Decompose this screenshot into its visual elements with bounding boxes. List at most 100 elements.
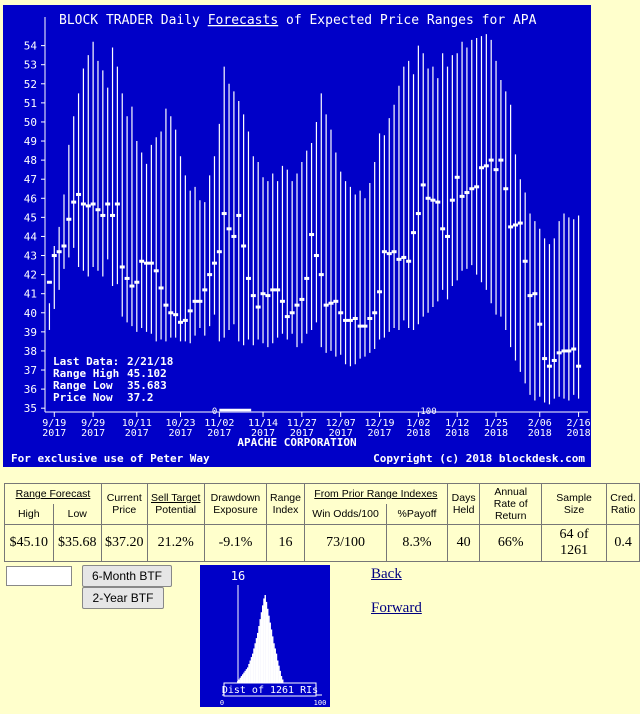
y-tick-label: 35: [24, 402, 37, 415]
x-tick-year: 2017: [168, 428, 192, 439]
annual-rate-value: 66%: [479, 524, 542, 562]
two-year-btf-button[interactable]: 2-Year BTF: [82, 587, 164, 609]
price-marker: [95, 208, 101, 212]
histogram-bar: [265, 601, 268, 695]
back-link[interactable]: Back: [371, 566, 402, 582]
price-marker: [294, 303, 300, 307]
price-marker: [178, 320, 183, 324]
price-marker: [503, 187, 509, 191]
days-held-value: 40: [446, 524, 481, 562]
price-marker: [110, 213, 116, 217]
price-marker: [202, 288, 208, 292]
price-marker: [430, 198, 436, 202]
histogram-tick-100: 100: [314, 699, 327, 707]
price-marker: [187, 309, 193, 313]
x-tick-date: 12/07: [326, 418, 356, 429]
price-marker: [381, 250, 387, 254]
price-marker: [459, 194, 465, 198]
histogram-bar: [250, 657, 253, 695]
current-price-header: Current Price: [101, 483, 148, 525]
x-tick-year: 2017: [125, 428, 149, 439]
price-marker: [226, 227, 232, 231]
x-tick-year: 2018: [567, 428, 591, 439]
forecast-stats-table: Range Forecast Current Price Sell Target…: [4, 483, 640, 562]
y-tick-label: 43: [24, 250, 37, 263]
price-marker: [449, 198, 455, 202]
price-marker: [134, 280, 140, 284]
histogram-bar: [248, 663, 250, 695]
price-marker: [347, 318, 353, 322]
win-odds-value: 73/100: [303, 524, 388, 562]
histogram-bar: [247, 667, 249, 695]
y-tick-label: 42: [24, 269, 37, 282]
x-tick-date: 11/14: [248, 418, 278, 429]
price-marker: [56, 250, 62, 254]
price-marker: [420, 183, 426, 187]
y-tick-label: 47: [24, 173, 37, 186]
histogram-bar: [262, 605, 264, 695]
price-marker: [231, 234, 237, 238]
range-index-value: 16: [266, 524, 305, 562]
range-forecast-header[interactable]: Range Forecast: [4, 483, 102, 504]
price-marker: [517, 221, 523, 225]
price-marker: [46, 280, 52, 284]
histogram-bar: [267, 608, 269, 695]
price-marker: [245, 276, 251, 280]
sell-target-header[interactable]: Sell Target Potential: [146, 483, 205, 525]
price-marker: [284, 315, 290, 319]
price-marker: [192, 299, 198, 303]
y-tick-label: 44: [24, 230, 38, 243]
forward-link[interactable]: Forward: [371, 600, 422, 616]
histogram-bar: [278, 665, 280, 695]
histogram-tick-0: 0: [220, 699, 224, 707]
y-tick-label: 38: [24, 345, 37, 358]
price-marker: [542, 357, 548, 361]
histogram-label-box: [223, 682, 317, 697]
price-marker: [576, 364, 582, 368]
company-name: APACHE CORPORATION: [237, 436, 356, 449]
y-tick-label: 45: [24, 211, 37, 224]
price-marker: [522, 259, 528, 263]
price-marker: [338, 311, 344, 315]
price-marker: [561, 349, 567, 353]
histogram-bar: [258, 626, 260, 695]
histogram-bar: [254, 643, 256, 695]
x-tick-year: 2017: [42, 428, 66, 439]
price-marker: [241, 244, 247, 248]
range-index-scale: 0 100: [212, 407, 437, 417]
price-marker: [105, 202, 111, 206]
price-marker: [532, 292, 538, 296]
price-marker: [474, 185, 480, 189]
y-tick-label: 52: [24, 78, 37, 91]
price-marker: [66, 217, 72, 221]
price-marker: [158, 286, 164, 290]
win-odds-header: Win Odds/100: [303, 504, 388, 525]
price-marker: [211, 261, 217, 265]
six-month-btf-button[interactable]: 6-Month BTF: [82, 565, 172, 587]
index-scale-end: 100: [420, 407, 436, 417]
price-marker: [488, 158, 494, 162]
price-marker: [527, 294, 533, 298]
histogram-bar: [249, 660, 251, 695]
histogram-bar: [264, 595, 266, 695]
price-marker: [275, 288, 281, 292]
price-marker: [182, 318, 188, 322]
price-marker: [85, 204, 91, 208]
price-marker: [129, 284, 135, 288]
price-marker: [556, 351, 562, 355]
price-marker: [440, 227, 446, 231]
price-marker: [299, 297, 305, 301]
price-marker: [445, 234, 450, 238]
cred-ratio-value: 0.4: [606, 524, 640, 562]
price-marker: [435, 200, 441, 204]
footer-right: Copyright (c) 2018 blockdesk.com: [373, 452, 585, 465]
price-marker: [260, 292, 266, 296]
prior-range-header[interactable]: From Prior Range Indexes: [303, 483, 448, 504]
ticker-input[interactable]: [6, 566, 72, 586]
last-data-row: Last Data: 2/21/18: [53, 355, 173, 368]
index-scale-start: 0: [212, 407, 217, 417]
histogram-bar: [263, 598, 265, 695]
price-marker: [357, 324, 363, 328]
table-values-row: $45.10 $35.68 $37.20 21.2% -9.1% 16 73/1…: [4, 524, 640, 562]
price-marker: [309, 233, 315, 237]
